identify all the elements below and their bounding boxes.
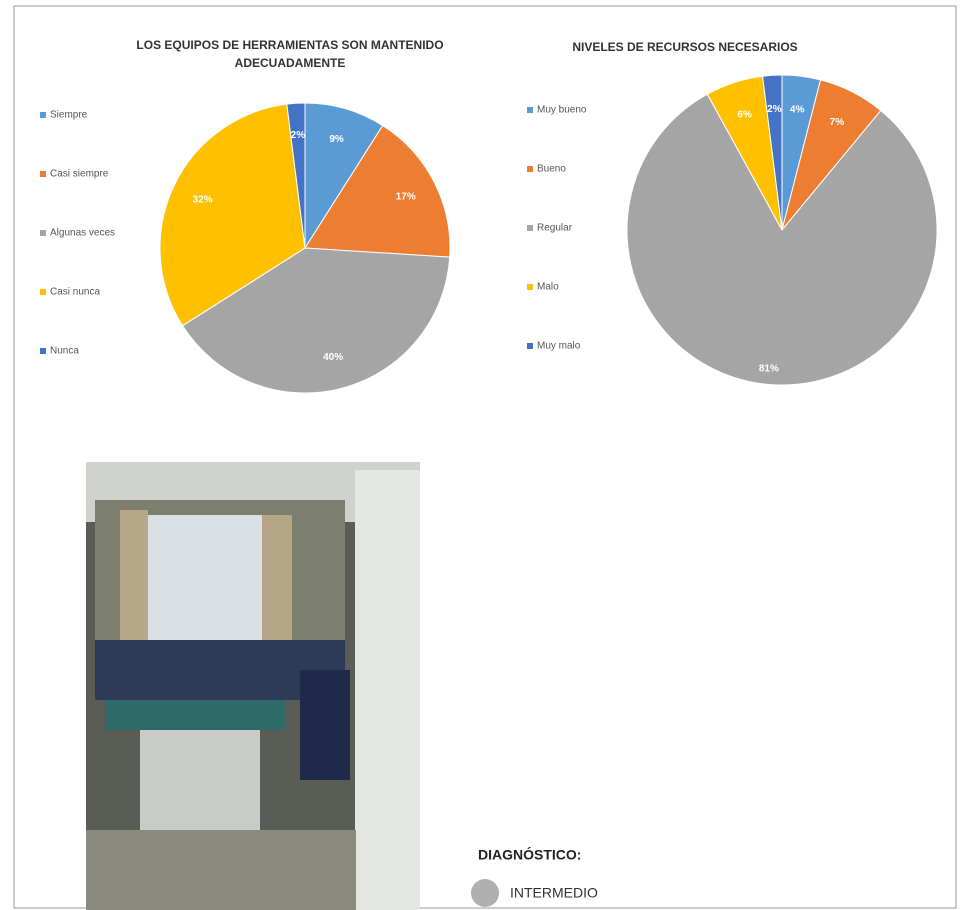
frame	[13, 5, 957, 909]
value-label: 40%	[323, 352, 343, 363]
pie-slice	[286, 102, 306, 249]
value-label: 7%	[830, 117, 845, 128]
value-label: 32%	[193, 194, 213, 205]
legend-marker	[40, 289, 46, 295]
pie-slice	[304, 102, 384, 250]
legend-label: Algunas veces	[50, 228, 115, 239]
value-label: 4%	[790, 105, 805, 116]
legend-marker	[527, 166, 533, 172]
value-label: 2%	[291, 130, 306, 141]
value-label: 2%	[767, 104, 782, 115]
value-label: 9%	[329, 134, 344, 145]
legend-marker	[40, 348, 46, 354]
pie-slice	[159, 103, 306, 327]
legend-marker	[527, 343, 533, 349]
legend-marker	[40, 171, 46, 177]
legend-label: Regular	[537, 223, 573, 234]
value-label: 17%	[396, 191, 416, 202]
pie-slice	[626, 93, 938, 386]
legend-label: Muy malo	[537, 341, 581, 352]
legend-marker	[40, 230, 46, 236]
value-label: 6%	[737, 110, 752, 121]
chart-title: LOS EQUIPOS DE HERRAMIENTAS SON MANTENID…	[136, 38, 444, 70]
pie-slice	[762, 74, 783, 231]
legend-label: Nunca	[50, 346, 79, 357]
pie-slice	[181, 247, 451, 394]
legend-marker	[527, 225, 533, 231]
legend-label: Casi siempre	[50, 169, 109, 180]
photo	[86, 462, 420, 910]
diagnosis-level: INTERMEDIO	[510, 885, 598, 901]
legend-marker	[527, 107, 533, 113]
legend-marker	[527, 284, 533, 290]
diagnosis-icon	[471, 879, 499, 907]
diagnosis-label: DIAGNÓSTICO:	[478, 846, 581, 863]
legend-marker	[40, 112, 46, 118]
legend-label: Bueno	[537, 164, 566, 175]
legend-label: Malo	[537, 282, 559, 293]
legend-label: Muy bueno	[537, 105, 587, 116]
chart-title: NIVELES DE RECURSOS NECESARIOS	[572, 40, 798, 54]
legend-label: Siempre	[50, 110, 88, 121]
value-label: 81%	[759, 364, 779, 375]
legend-label: Casi nunca	[50, 287, 100, 298]
pie-slice	[304, 124, 451, 258]
